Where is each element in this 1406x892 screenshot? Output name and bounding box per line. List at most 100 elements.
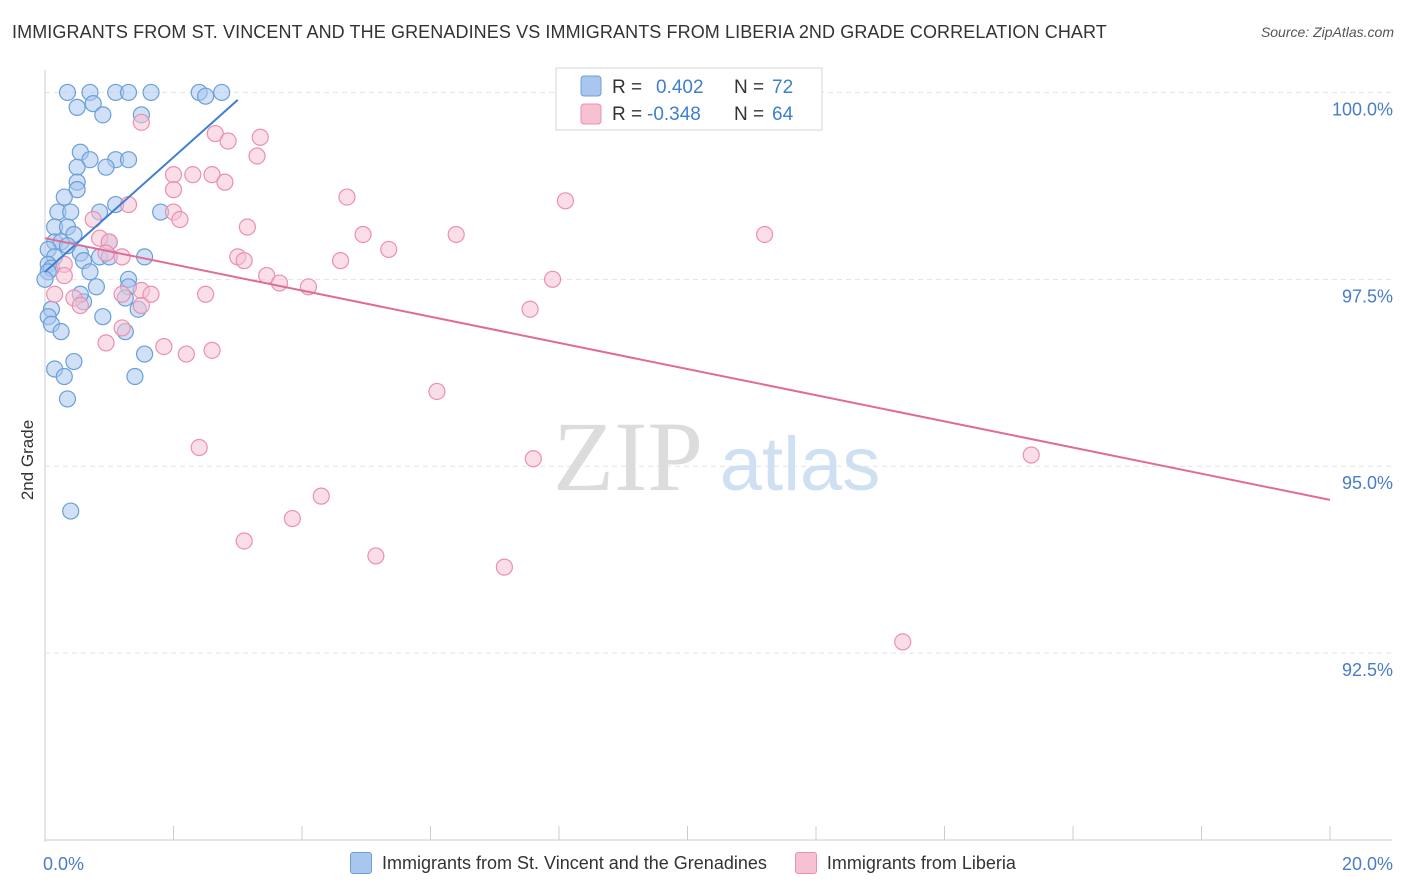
point-liberia xyxy=(71,296,89,315)
point-liberia xyxy=(206,124,224,143)
point-liberia xyxy=(338,188,356,206)
y-tick-label: 97.5% xyxy=(1342,286,1393,306)
watermark-atlas: atlas xyxy=(720,422,881,507)
point-liberia xyxy=(447,225,465,244)
point-liberia xyxy=(155,338,173,356)
point-st-vincent xyxy=(135,345,154,363)
point-liberia xyxy=(164,181,183,199)
point-st-vincent xyxy=(62,502,80,520)
data-points xyxy=(36,83,1040,651)
point-liberia xyxy=(894,633,912,651)
point-liberia xyxy=(219,132,237,150)
point-liberia xyxy=(248,147,266,165)
point-st-vincent xyxy=(62,203,80,221)
axes xyxy=(44,70,1392,842)
point-st-vincent xyxy=(97,158,115,176)
point-liberia xyxy=(283,509,301,528)
point-liberia xyxy=(97,334,115,352)
point-st-vincent xyxy=(197,87,215,105)
x-tick-label-max: 20.0% xyxy=(1342,854,1393,874)
point-liberia xyxy=(97,244,115,262)
point-liberia xyxy=(184,166,202,184)
legend-item-liberia: Immigrants from Liberia xyxy=(794,852,1016,874)
chart-title: IMMIGRANTS FROM ST. VINCENT AND THE GREN… xyxy=(12,22,1107,42)
point-liberia xyxy=(84,210,102,229)
trend-lines xyxy=(44,99,1331,501)
point-liberia xyxy=(203,166,221,184)
point-st-vincent xyxy=(55,188,73,206)
source-credit: Source: ZipAtlas.com xyxy=(1260,24,1394,40)
point-st-vincent xyxy=(84,95,102,113)
point-st-vincent xyxy=(68,181,86,199)
point-liberia xyxy=(238,218,256,236)
point-liberia xyxy=(235,252,253,270)
point-liberia xyxy=(177,345,195,363)
point-liberia xyxy=(46,285,64,303)
point-liberia xyxy=(251,128,269,146)
point-st-vincent xyxy=(58,83,77,102)
point-st-vincent xyxy=(55,367,73,386)
point-st-vincent xyxy=(87,278,106,296)
legend-swatch-pink xyxy=(580,103,602,125)
point-liberia xyxy=(216,173,234,191)
point-liberia xyxy=(197,285,215,303)
y-tick-label: 100.0% xyxy=(1332,99,1393,119)
legend-swatch-blue xyxy=(580,75,602,97)
legend-label-liberia: Immigrants from Liberia xyxy=(826,852,1016,873)
point-liberia xyxy=(132,113,150,131)
tick-labels: 100.0% 97.5% 95.0% 92.5% 0.0% 20.0% xyxy=(43,99,1393,874)
point-st-vincent xyxy=(36,270,54,288)
point-liberia xyxy=(367,547,385,565)
point-liberia xyxy=(495,558,513,576)
series-legend: Immigrants from St. Vincent and the Gren… xyxy=(350,852,1016,874)
legend-r-label-blue: R = xyxy=(612,77,642,98)
point-liberia xyxy=(270,274,289,292)
legend-swatch-liberia xyxy=(794,852,817,874)
gridlines xyxy=(45,91,1392,654)
x-tick-label-min: 0.0% xyxy=(43,854,84,874)
point-st-vincent xyxy=(81,263,99,281)
point-liberia xyxy=(1022,446,1040,464)
legend-n-value-blue: 72 xyxy=(772,77,793,98)
watermark: ZIP atlas xyxy=(553,401,880,512)
point-st-vincent xyxy=(126,367,144,386)
point-liberia xyxy=(113,248,131,266)
y-tick-label: 92.5% xyxy=(1342,660,1393,680)
legend-r-label-pink: R = xyxy=(612,104,642,125)
point-liberia xyxy=(524,450,542,468)
point-liberia xyxy=(171,210,189,229)
point-st-vincent xyxy=(142,83,160,102)
point-st-vincent xyxy=(94,308,112,326)
point-liberia xyxy=(380,240,398,259)
legend-swatch-st-vincent xyxy=(350,852,372,874)
point-liberia xyxy=(521,300,539,318)
point-liberia xyxy=(428,382,446,401)
point-liberia xyxy=(164,166,183,184)
y-tick-label: 95.0% xyxy=(1342,473,1393,493)
point-st-vincent xyxy=(81,151,99,169)
legend-n-label-pink: N = xyxy=(734,104,764,125)
point-liberia xyxy=(203,341,221,359)
point-st-vincent xyxy=(68,98,86,116)
point-st-vincent xyxy=(213,83,231,102)
point-liberia xyxy=(556,192,575,210)
point-liberia xyxy=(755,225,774,244)
point-st-vincent xyxy=(52,323,70,341)
point-liberia xyxy=(113,319,131,337)
point-liberia xyxy=(142,285,160,303)
legend-n-value-pink: 64 xyxy=(772,104,794,125)
point-liberia xyxy=(354,225,372,244)
point-liberia xyxy=(119,195,138,214)
point-st-vincent xyxy=(58,390,77,408)
watermark-zip: ZIP xyxy=(553,401,703,512)
point-liberia xyxy=(235,532,253,550)
legend: R = 0.402 N = 72 R = -0.348 N = 64 xyxy=(555,67,823,131)
trend-line-st-vincent xyxy=(44,99,239,273)
trend-line-liberia xyxy=(44,237,1331,501)
point-liberia xyxy=(331,252,350,270)
point-liberia xyxy=(55,266,73,285)
point-liberia xyxy=(190,438,208,457)
point-liberia xyxy=(113,285,131,303)
point-st-vincent xyxy=(119,151,138,169)
